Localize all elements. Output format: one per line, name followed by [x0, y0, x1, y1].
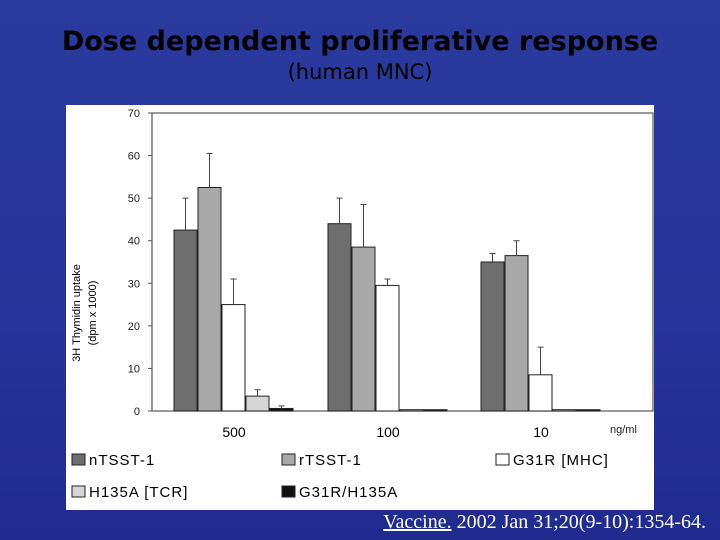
bar: [327, 223, 352, 412]
citation-journal-link[interactable]: Vaccine.: [383, 511, 452, 533]
legend-swatch: [281, 485, 296, 498]
y-axis-label: 3H Thymidin uptake (dpm x 1000): [71, 264, 99, 362]
bar: [269, 407, 294, 412]
slide-subtitle: (human MNC): [287, 60, 433, 84]
x-unit-label: ng/ml: [610, 424, 637, 436]
y-tick-label: 50: [128, 193, 140, 205]
y-tick-label: 0: [134, 406, 140, 418]
bar: [399, 409, 424, 412]
legend-swatch: [495, 453, 510, 466]
legend-swatch: [71, 453, 86, 466]
bar: [375, 284, 400, 412]
legend-swatch: [71, 485, 86, 498]
x-category-label: 100: [376, 424, 400, 440]
slide-title: Dose dependent proliferative response: [61, 26, 659, 57]
bar: [423, 409, 448, 412]
x-category-label: 10: [533, 424, 549, 440]
citation-details: 2002 Jan 31;20(9-10):1354-64.: [451, 511, 706, 533]
chart-figure: 3H Thymidin uptake (dpm x 1000) 0 10 20 30 4…: [66, 105, 654, 510]
legend-swatch: [281, 453, 296, 466]
bar: [528, 374, 553, 412]
y-tick-label: 30: [128, 278, 140, 290]
legend-label: G31R/H135A: [299, 484, 398, 501]
bar: [480, 261, 505, 412]
x-category-label: 500: [222, 424, 246, 440]
legend-label: H135A [TCR]: [89, 484, 188, 501]
bar: [245, 395, 270, 412]
citation: Vaccine. 2002 Jan 31;20(9-10):1354-64.: [383, 511, 706, 534]
y-tick-label: 20: [128, 321, 140, 333]
bar: [576, 409, 601, 412]
y-tick-label: 70: [128, 108, 140, 120]
bar: [351, 246, 376, 412]
y-axis-label-line2: (dpm x 1000): [87, 281, 99, 346]
bar: [504, 255, 529, 412]
legend-label: rTSST-1: [299, 452, 362, 469]
y-tick-label: 60: [128, 151, 140, 163]
legend-label: G31R [MHC]: [513, 452, 609, 469]
bar: [197, 187, 222, 412]
y-tick-label: 10: [128, 363, 140, 375]
y-tick-label: 40: [128, 236, 140, 248]
chart-legend: nTSST-1 rTSST-1 G31R [MHC] H135A [TCR] G31R/…: [71, 452, 609, 501]
bar: [552, 409, 577, 412]
bar: [221, 304, 246, 412]
bar-chart: 3H Thymidin uptake (dpm x 1000) 0 10 20 30 4…: [71, 108, 654, 501]
y-axis-label-line1: 3H Thymidin uptake: [71, 264, 83, 362]
legend-label: nTSST-1: [89, 452, 155, 469]
bar: [173, 229, 198, 412]
